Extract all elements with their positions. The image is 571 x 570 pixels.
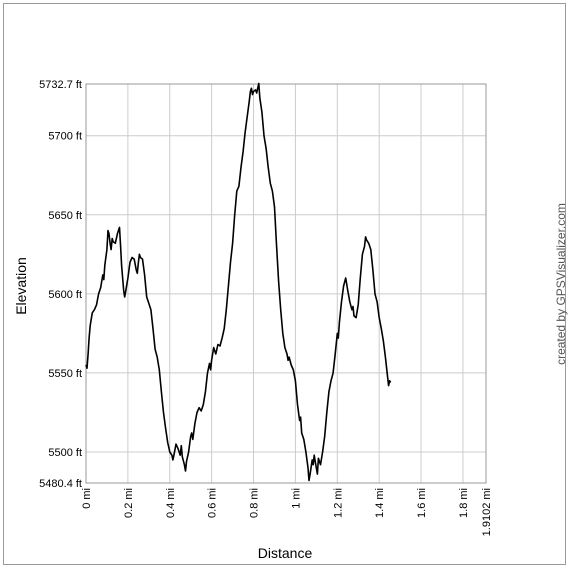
y-tick-label: 5480.4 ft <box>39 478 82 490</box>
x-tick-label: 1.9102 mi <box>481 488 493 536</box>
y-tick-label: 5650 ft <box>48 210 82 222</box>
x-tick-label: 1.6 mi <box>416 488 428 518</box>
y-axis-title: Elevation <box>13 257 29 315</box>
x-tick-label: 0 mi <box>81 488 93 509</box>
x-tick-label: 0.2 mi <box>123 488 135 518</box>
plot-area-border <box>85 83 487 484</box>
elevation-profile-line <box>85 82 392 482</box>
chart-frame <box>3 3 566 565</box>
x-tick-label: 1.4 mi <box>374 488 386 518</box>
y-tick-label: 5732.7 ft <box>39 79 82 91</box>
y-tick-label: 5500 ft <box>48 447 82 459</box>
x-tick-label: 1 mi <box>290 488 302 509</box>
y-tick-label: 5700 ft <box>48 131 82 143</box>
y-tick-label: 5600 ft <box>48 289 82 301</box>
x-tick-label: 0.4 mi <box>165 488 177 518</box>
y-tick-label: 5550 ft <box>48 368 82 380</box>
x-axis-title: Distance <box>258 545 313 561</box>
x-tick-label: 1.8 mi <box>458 488 470 518</box>
x-tick-label: 1.2 mi <box>332 488 344 518</box>
x-tick-label: 0.8 mi <box>249 488 261 518</box>
y-axis-ticks: 5480.4 ft 5500 ft 5550 ft 5600 ft 5650 ft 570… <box>39 79 82 490</box>
x-tick-label: 0.6 mi <box>207 488 219 518</box>
x-axis-ticks: 0 mi 0.2 mi 0.4 mi 0.6 mi 0.8 mi 1 mi 1.2 mi 1.… <box>81 488 493 536</box>
credit-text: created by GPSVisualizer.com <box>554 203 568 365</box>
